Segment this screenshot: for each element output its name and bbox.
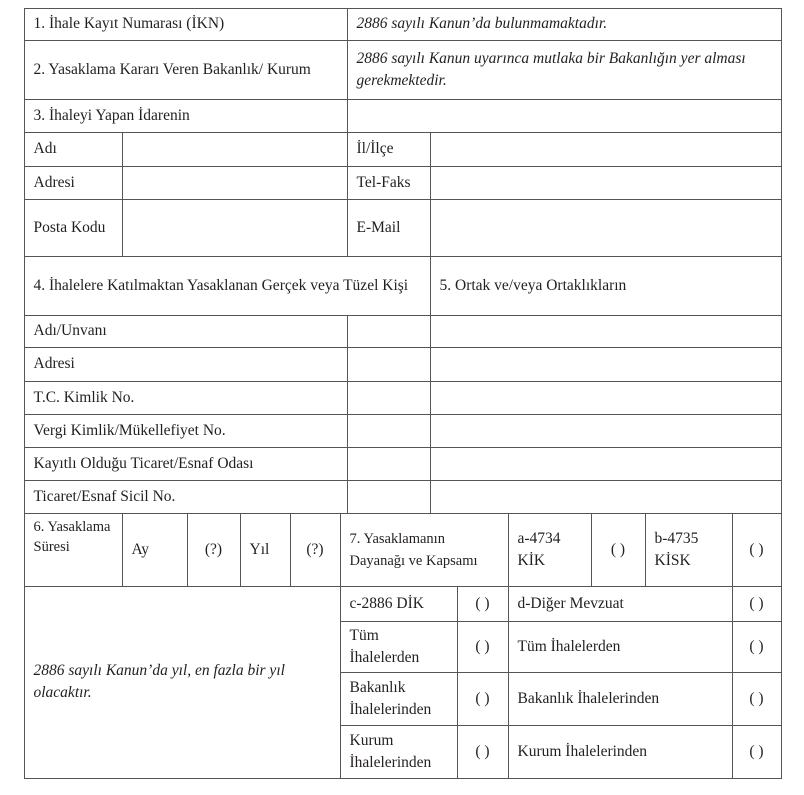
ortak-field[interactable] bbox=[429, 413, 782, 448]
dik-tum-label: Tüm İhalelerden bbox=[339, 620, 458, 673]
kisi-label: Adresi bbox=[23, 346, 348, 382]
adresi-field[interactable] bbox=[121, 165, 348, 200]
kik-label: a-4734 KİK bbox=[507, 512, 592, 587]
ortaklik-heading: 5. Ortak ve/veya Ortaklıkların bbox=[429, 255, 782, 316]
tel-faks-label: Tel-Faks bbox=[346, 165, 431, 200]
bakanlik-value: 2886 sayılı Kanun uyarınca mutlaka bir B… bbox=[346, 39, 782, 100]
ortak-field[interactable] bbox=[429, 446, 782, 481]
kisi-field[interactable] bbox=[346, 479, 431, 514]
diger-kurum-label: Kurum İhalelerinden bbox=[507, 724, 733, 779]
kisi-field[interactable] bbox=[346, 413, 431, 448]
kisi-field[interactable] bbox=[346, 346, 431, 382]
ortak-field[interactable] bbox=[429, 380, 782, 415]
adresi-label: Adresi bbox=[23, 165, 123, 200]
bakanlik-label: 2. Yasaklama Kararı Veren Bakanlık/ Kuru… bbox=[23, 39, 348, 100]
adi-field[interactable] bbox=[121, 131, 348, 167]
yil-label: Yıl bbox=[239, 512, 291, 587]
diger-tum-label: Tüm İhalelerden bbox=[507, 620, 733, 673]
ay-label: Ay bbox=[121, 512, 188, 587]
ortak-field[interactable] bbox=[429, 479, 782, 514]
dik-bakanlik-label: Bakanlık İhalelerinden bbox=[339, 671, 458, 726]
ikn-label: 1. İhale Kayıt Numarası (İKN) bbox=[23, 7, 348, 41]
il-ilce-label: İl/İlçe bbox=[346, 131, 431, 167]
idare-heading-blank bbox=[346, 98, 782, 133]
sure-note: 2886 sayılı Kanun’da yıl, en fazla bir y… bbox=[23, 585, 341, 779]
yasaklanan-kisi-heading: 4. İhalelere Katılmaktan Yasaklanan Gerç… bbox=[23, 255, 431, 316]
kik-checkbox[interactable]: ( ) bbox=[590, 512, 646, 587]
kisk-checkbox[interactable]: ( ) bbox=[731, 512, 782, 587]
kisi-field[interactable] bbox=[346, 446, 431, 481]
email-label: E-Mail bbox=[346, 198, 431, 257]
ortak-field[interactable] bbox=[429, 314, 782, 348]
yasaklama-suresi-label: 6. Yasaklama Süresi bbox=[23, 512, 123, 587]
diger-tum-checkbox[interactable]: ( ) bbox=[731, 620, 782, 673]
diger-bakanlik-checkbox[interactable]: ( ) bbox=[731, 671, 782, 726]
diger-bakanlik-label: Bakanlık İhalelerinden bbox=[507, 671, 733, 726]
kisk-label: b-4735 KİSK bbox=[644, 512, 733, 587]
dik-checkbox[interactable]: ( ) bbox=[456, 585, 509, 622]
ikn-value: 2886 sayılı Kanun’da bulunmamaktadır. bbox=[346, 7, 782, 41]
diger-mevzuat-label: d-Diğer Mevzuat bbox=[507, 585, 733, 622]
diger-kurum-checkbox[interactable]: ( ) bbox=[731, 724, 782, 779]
kisi-label: T.C. Kimlik No. bbox=[23, 380, 348, 415]
kisi-label: Ticaret/Esnaf Sicil No. bbox=[23, 479, 348, 514]
dik-bakanlik-checkbox[interactable]: ( ) bbox=[456, 671, 509, 726]
kisi-field[interactable] bbox=[346, 380, 431, 415]
kisi-field[interactable] bbox=[346, 314, 431, 348]
adi-label: Adı bbox=[23, 131, 123, 167]
posta-kodu-field[interactable] bbox=[121, 198, 348, 257]
kisi-label: Vergi Kimlik/Mükellefiyet No. bbox=[23, 413, 348, 448]
kisi-label: Adı/Unvanı bbox=[23, 314, 348, 348]
email-field[interactable] bbox=[429, 198, 782, 257]
ay-value[interactable]: (?) bbox=[186, 512, 241, 587]
diger-mevzuat-checkbox[interactable]: ( ) bbox=[731, 585, 782, 622]
yil-value[interactable]: (?) bbox=[289, 512, 341, 587]
kisi-label: Kayıtlı Olduğu Ticaret/Esnaf Odası bbox=[23, 446, 348, 481]
dik-label: c-2886 DİK bbox=[339, 585, 458, 622]
posta-kodu-label: Posta Kodu bbox=[23, 198, 123, 257]
il-ilce-field[interactable] bbox=[429, 131, 782, 167]
dik-kurum-label: Kurum İhalelerinden bbox=[339, 724, 458, 779]
ortak-field[interactable] bbox=[429, 346, 782, 382]
tel-faks-field[interactable] bbox=[429, 165, 782, 200]
dik-kurum-checkbox[interactable]: ( ) bbox=[456, 724, 509, 779]
idare-heading: 3. İhaleyi Yapan İdarenin bbox=[23, 98, 348, 133]
dayanak-label: 7. Yasaklamanın Dayanağı ve Kapsamı bbox=[339, 512, 509, 587]
dik-tum-checkbox[interactable]: ( ) bbox=[456, 620, 509, 673]
